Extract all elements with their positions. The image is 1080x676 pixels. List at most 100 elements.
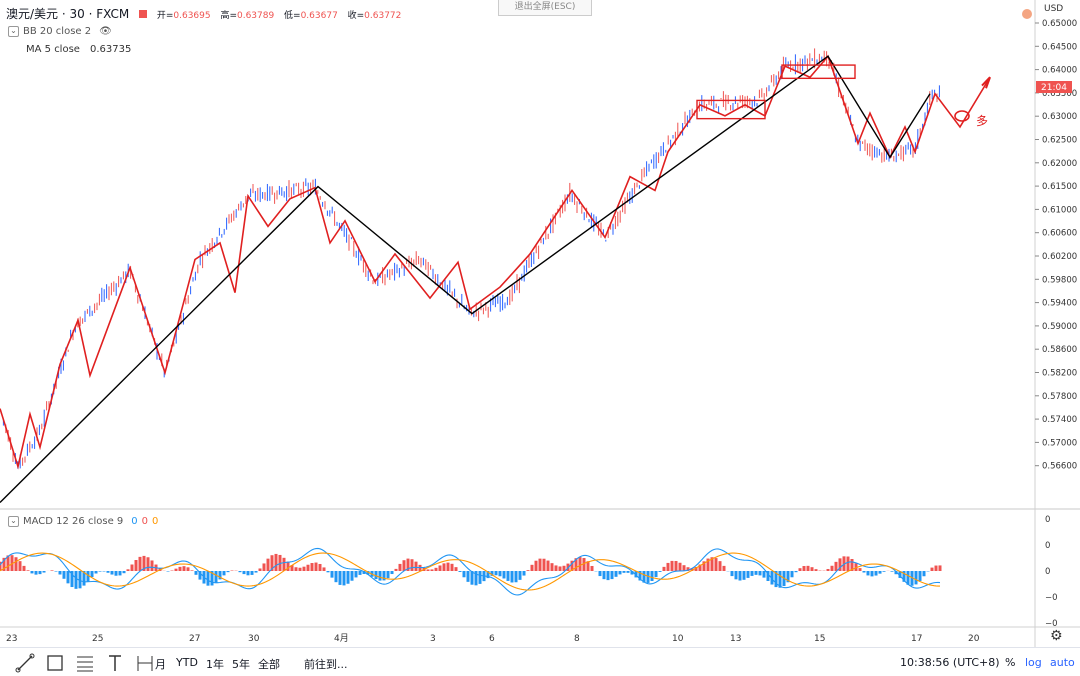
fib-tool-icon[interactable] [74, 652, 96, 674]
period-5y[interactable]: 5年 [232, 658, 250, 671]
current-price-tag [1036, 81, 1072, 93]
period-all[interactable]: 全部 [258, 658, 280, 671]
time-tick-label: 20 [968, 634, 980, 644]
ohlc-close: 0.63772 [364, 11, 402, 21]
time-tick-label: 23 [6, 634, 17, 644]
price-tick-label: 0.59400 [1042, 299, 1077, 309]
time-tick-label: 25 [92, 634, 103, 644]
price-tick-label: 0.65000 [1042, 19, 1077, 29]
settings-gear-icon[interactable]: ⚙ [1050, 628, 1063, 644]
rectangle-tool-icon[interactable] [44, 652, 66, 674]
time-axis: 23 25 27 30 4月 3 6 8 10 13 15 17 20 [6, 633, 980, 644]
symbol-title[interactable]: 澳元/美元 · 30 · FXCM 开=0.63695 高=0.63789 低=… [6, 5, 401, 22]
price-tick-label: 0.60600 [1042, 229, 1077, 239]
zigzag-line [0, 54, 991, 470]
time-tick-label: 13 [730, 634, 741, 644]
time-tick-label: 6 [489, 634, 495, 644]
macd-tick-label: −0 [1045, 619, 1058, 629]
price-tick-label: 0.62500 [1042, 136, 1077, 146]
macd-value-1: 0 [131, 516, 138, 527]
macd-axis: 0 0 0 −0 −0 [1045, 515, 1058, 629]
macd-value-3: 0 [152, 516, 159, 527]
period-month[interactable]: 月 [155, 658, 166, 671]
price-tick-label: 0.62000 [1042, 159, 1077, 169]
eye-icon[interactable]: 👁 [99, 26, 112, 37]
time-tick-label: 27 [189, 634, 200, 644]
price-axis: 0.65000 0.64500 0.64000 0.63500 0.63000 0.625… [1035, 19, 1077, 472]
macd-line [0, 547, 941, 596]
ohlc-high-label: 高= [220, 11, 237, 21]
currency-label[interactable]: USD [1044, 4, 1064, 14]
bb-label: BB 20 close 2 [23, 26, 92, 37]
ma-label: MA 5 close [26, 44, 80, 55]
arrow-head [981, 76, 991, 89]
bb-legend[interactable]: ⌄ BB 20 close 2 👁 [8, 26, 112, 37]
trend-line [0, 55, 931, 503]
price-tick-label: 0.63000 [1042, 112, 1077, 122]
macd-tick-label: 0 [1045, 567, 1050, 577]
annotation-text: 多 [976, 114, 989, 128]
time-tick-label: 4月 [334, 633, 349, 644]
exit-fullscreen-button[interactable]: 退出全屏(ESC) [498, 0, 592, 16]
bottom-toolbar: 月 YTD 1年 5年 全部 前往到... 10:38:56 (UTC+8) %… [0, 647, 1080, 676]
goto-date-button[interactable]: 前往到... [304, 658, 348, 671]
macd-tick-label: −0 [1045, 593, 1058, 603]
ohlc-low: 0.63677 [300, 11, 338, 21]
time-tick-label: 10 [672, 634, 684, 644]
price-tick-label: 0.64000 [1042, 66, 1077, 76]
top-box [781, 64, 856, 80]
price-tick-label: 0.59800 [1042, 275, 1077, 285]
price-tick-label: 0.61000 [1042, 205, 1077, 215]
collapse-icon[interactable]: ⌄ [8, 26, 19, 37]
price-tick-label: 0.56600 [1042, 462, 1077, 472]
ohlc-open: 0.63695 [173, 11, 211, 21]
log-toggle[interactable]: log [1025, 656, 1042, 669]
ohlc-close-label: 收= [347, 11, 365, 21]
ohlc-low-label: 低= [284, 11, 301, 21]
time-tick-label: 30 [248, 634, 260, 644]
time-tick-label: 3 [430, 634, 436, 644]
consolidation-box [696, 99, 766, 120]
collapse-icon[interactable]: ⌄ [8, 516, 19, 527]
text-tool-icon[interactable] [104, 652, 126, 674]
ma-value: 0.63735 [89, 44, 132, 55]
price-tick-label: 0.60200 [1042, 252, 1077, 262]
symbol-text: 澳元/美元 · 30 · FXCM [6, 7, 130, 21]
trend-line-tool-icon[interactable] [14, 652, 36, 674]
alert-dot-icon[interactable] [1022, 9, 1032, 19]
price-tick-label: 0.61500 [1042, 182, 1077, 192]
measure-tool-icon[interactable] [134, 652, 156, 674]
period-1y[interactable]: 1年 [206, 658, 224, 671]
price-tick-label: 0.64500 [1042, 42, 1077, 52]
circle-annotation [954, 110, 970, 122]
chart-canvas[interactable]: 0.65000 0.64500 0.64000 0.63500 0.63000 0.625… [0, 0, 1080, 647]
signal-line [0, 552, 941, 591]
macd-label: MACD 12 26 close 9 [23, 516, 124, 527]
clock[interactable]: 10:38:56 (UTC+8) [900, 656, 1000, 669]
macd-legend[interactable]: ⌄ MACD 12 26 close 9 0 0 0 [8, 516, 158, 527]
macd-tick-label: 0 [1045, 515, 1050, 525]
period-ytd[interactable]: YTD [176, 656, 198, 669]
price-tick-label: 0.59000 [1042, 322, 1077, 332]
percent-toggle[interactable]: % [1005, 656, 1016, 669]
ma-legend[interactable]: MA 5 close 0.63735 [26, 44, 131, 55]
price-tick-label: 0.57000 [1042, 438, 1077, 448]
macd-tick-label: 0 [1045, 541, 1050, 551]
auto-toggle[interactable]: auto [1050, 656, 1075, 669]
price-tick-label: 0.57400 [1042, 415, 1077, 425]
price-tick-label: 0.63500 [1042, 89, 1077, 99]
candles [0, 48, 940, 469]
time-tick-label: 15 [814, 634, 825, 644]
ohlc-open-label: 开= [156, 11, 174, 21]
price-tick-label: 0.57800 [1042, 392, 1077, 402]
price-tick-label: 0.58600 [1042, 345, 1077, 355]
zigzag-lines [0, 54, 991, 470]
macd-pane [0, 547, 942, 596]
red-square-icon [139, 10, 148, 18]
macd-value-2: 0 [141, 516, 149, 527]
ohlc-high: 0.63789 [236, 11, 275, 21]
current-price-label: 21:04 [1041, 83, 1067, 93]
time-tick-label: 17 [911, 634, 922, 644]
price-tick-label: 0.58200 [1042, 369, 1077, 379]
time-tick-label: 8 [574, 634, 580, 644]
